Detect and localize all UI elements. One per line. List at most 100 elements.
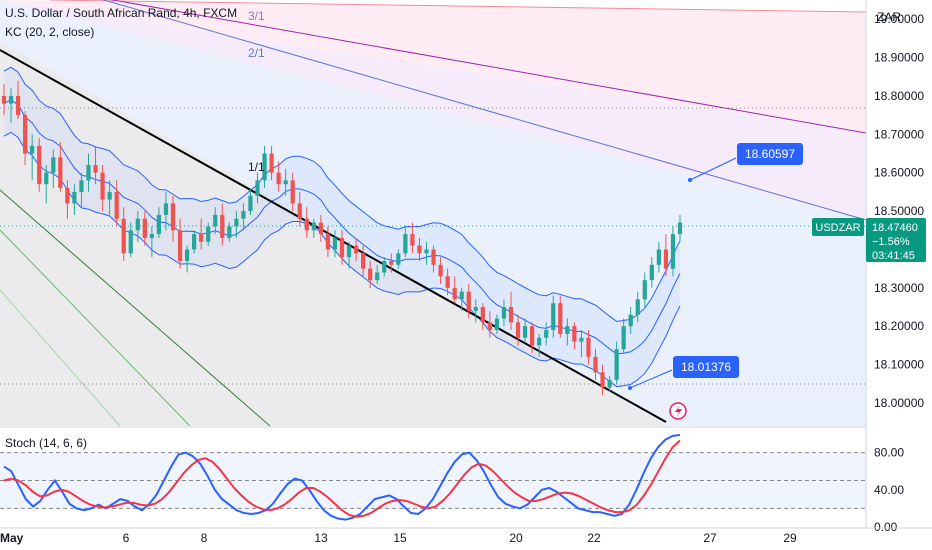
candle [135,211,140,242]
candle [544,322,549,346]
candle [44,165,49,204]
candle-body [72,191,77,204]
candle [79,172,84,208]
candle [163,191,169,231]
candle-body [311,222,316,231]
stoch-y-tick-label: 80.00 [874,446,904,460]
candle [551,295,556,338]
candle-body [142,218,147,238]
candle-body [522,326,528,338]
candle [332,230,338,258]
candle-body [121,218,126,254]
candle [86,153,91,192]
candle [297,191,302,227]
callout-lower-text: 18.01376 [681,360,731,374]
candle-body [37,145,42,185]
candle-body [663,249,669,269]
candle-body [487,322,492,331]
candle-body [51,157,56,173]
candle-body [670,234,676,269]
stoch-d-line [3,439,681,518]
candle-body [396,253,401,265]
candle [642,272,647,308]
candle-body [572,326,577,342]
x-tick-label: 22 [587,531,601,545]
candle [670,226,676,277]
candle-body [332,237,338,250]
stoch-y-tick-label: 0.00 [874,520,898,534]
kc-indicator-label[interactable]: KC (20, 2, close) [5,25,95,39]
candle [262,145,267,189]
candle-body [389,260,394,265]
candle-body [382,260,387,273]
candle-body [177,230,183,261]
candle [15,80,21,119]
x-tick-label: 15 [393,531,407,545]
candle [607,376,612,392]
candle-body [551,303,556,331]
candle [621,318,626,354]
candle-body [206,226,211,242]
candle [1,84,7,116]
y-tick-label: 18.80000 [874,89,924,103]
x-tick-label: 29 [783,531,797,545]
candle [65,180,70,219]
candle [649,257,654,288]
candle-body [459,291,464,300]
candle [37,138,42,192]
candle-body [607,379,612,388]
candle [30,134,35,181]
candle-body [431,249,436,265]
candle-body [353,245,359,254]
candle [501,299,507,327]
candle-body [410,234,415,246]
lightning-icon [669,402,687,420]
x-tick-label: May [0,531,24,545]
candle [473,299,478,323]
candle-body [537,337,542,346]
candle-body [473,307,478,311]
candle [600,364,605,396]
candle [72,184,77,215]
candle [311,218,316,238]
callout-line-lower [629,369,673,389]
candle-body [544,330,549,338]
candle-body [30,145,35,154]
candle-body [346,245,352,258]
candle-body [339,237,345,258]
candle [445,268,450,296]
fan-line-green-3 [0,289,121,427]
stoch-indicator-label[interactable]: Stoch (14, 6, 6) [5,436,88,450]
candle [565,318,570,346]
candle-body [283,180,288,185]
candle [614,341,619,384]
candle [269,145,274,181]
candle-body [649,264,654,281]
candle-body [276,172,281,185]
candle-body [163,203,169,215]
last-price-value: 18.47460 [872,222,918,234]
currency-label: ZAR [877,10,901,24]
candle [255,172,260,204]
candle [438,257,443,284]
candle-body [445,276,450,288]
candle [508,291,514,331]
candle-body [304,218,309,231]
candle [403,226,408,258]
candle [177,218,183,269]
candle-body [114,191,119,219]
callout-line-upper [689,157,737,181]
candle [234,211,239,238]
candle-body [361,253,366,269]
candle-body [494,318,500,331]
candle [572,322,577,350]
candle [170,195,176,242]
candle [276,161,281,192]
callout-dot-upper [688,178,692,182]
candle [227,222,232,242]
candle [522,318,528,342]
candle [663,234,669,277]
candle-body [290,180,295,204]
candle-body [621,326,626,350]
